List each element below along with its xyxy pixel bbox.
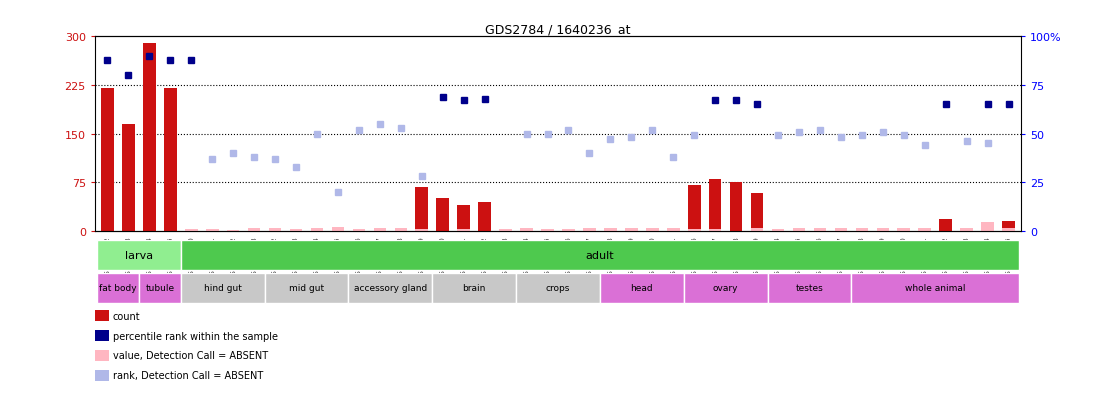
Bar [792,229,806,231]
Bar [353,229,365,231]
Bar [181,273,264,303]
Bar [415,229,429,231]
Text: count: count [113,311,141,321]
Bar [269,229,281,231]
Bar [918,229,931,231]
Bar [835,229,847,231]
Bar [667,229,680,231]
Bar [415,187,429,231]
Bar [97,240,181,270]
Bar [730,183,742,231]
Text: crops: crops [546,284,570,292]
Bar [432,273,516,303]
Bar [499,229,512,231]
Bar [290,229,302,231]
Bar [1002,221,1014,231]
Bar [709,229,721,231]
Bar [458,205,470,231]
Bar [520,228,532,231]
Text: head: head [631,284,653,292]
Text: whole animal: whole animal [905,284,965,292]
Bar [584,229,596,231]
Bar [185,229,198,231]
Bar [331,228,344,231]
Bar [348,273,432,303]
Bar [940,220,952,231]
Bar [625,228,637,231]
Text: brain: brain [462,284,485,292]
Text: larva: larva [125,250,153,260]
Text: ovary: ovary [713,284,739,292]
Bar [600,273,684,303]
Bar [646,229,658,231]
Bar [897,229,910,231]
Bar [852,273,1019,303]
Bar [961,228,973,231]
Text: adult: adult [586,250,614,260]
Text: rank, Detection Call = ABSENT: rank, Detection Call = ABSENT [113,370,263,380]
Bar [814,228,826,231]
Bar [604,228,617,231]
Bar [479,202,491,231]
Bar [264,273,348,303]
Bar [395,229,407,231]
Bar [102,89,114,231]
Bar [709,180,721,231]
Bar [1002,229,1014,231]
Bar [122,125,135,231]
Bar [436,199,449,231]
Text: accessory gland: accessory gland [354,284,427,292]
Bar [751,229,763,231]
Bar [562,229,575,231]
Text: fat body: fat body [99,284,137,292]
Bar [876,228,889,231]
Text: hind gut: hind gut [204,284,242,292]
Bar [684,273,768,303]
Bar [143,44,155,231]
Bar [516,273,600,303]
Bar [687,229,701,231]
Bar [164,89,176,231]
Bar [856,228,868,231]
Bar [227,230,240,231]
Bar [687,186,701,231]
Bar [458,229,470,231]
Bar [310,229,324,231]
Bar [751,194,763,231]
Bar [772,229,785,231]
Bar [541,229,554,231]
Text: mid gut: mid gut [289,284,324,292]
Bar [374,228,386,231]
Bar [138,273,181,303]
Bar [97,273,138,303]
Bar [206,229,219,231]
Text: percentile rank within the sample: percentile rank within the sample [113,331,278,341]
Text: testes: testes [796,284,824,292]
Bar [981,222,994,231]
Bar [768,273,852,303]
Title: GDS2784 / 1640236_at: GDS2784 / 1640236_at [485,23,631,36]
Text: tubule: tubule [145,284,174,292]
Text: value, Detection Call = ABSENT: value, Detection Call = ABSENT [113,351,268,361]
Bar [248,228,260,231]
